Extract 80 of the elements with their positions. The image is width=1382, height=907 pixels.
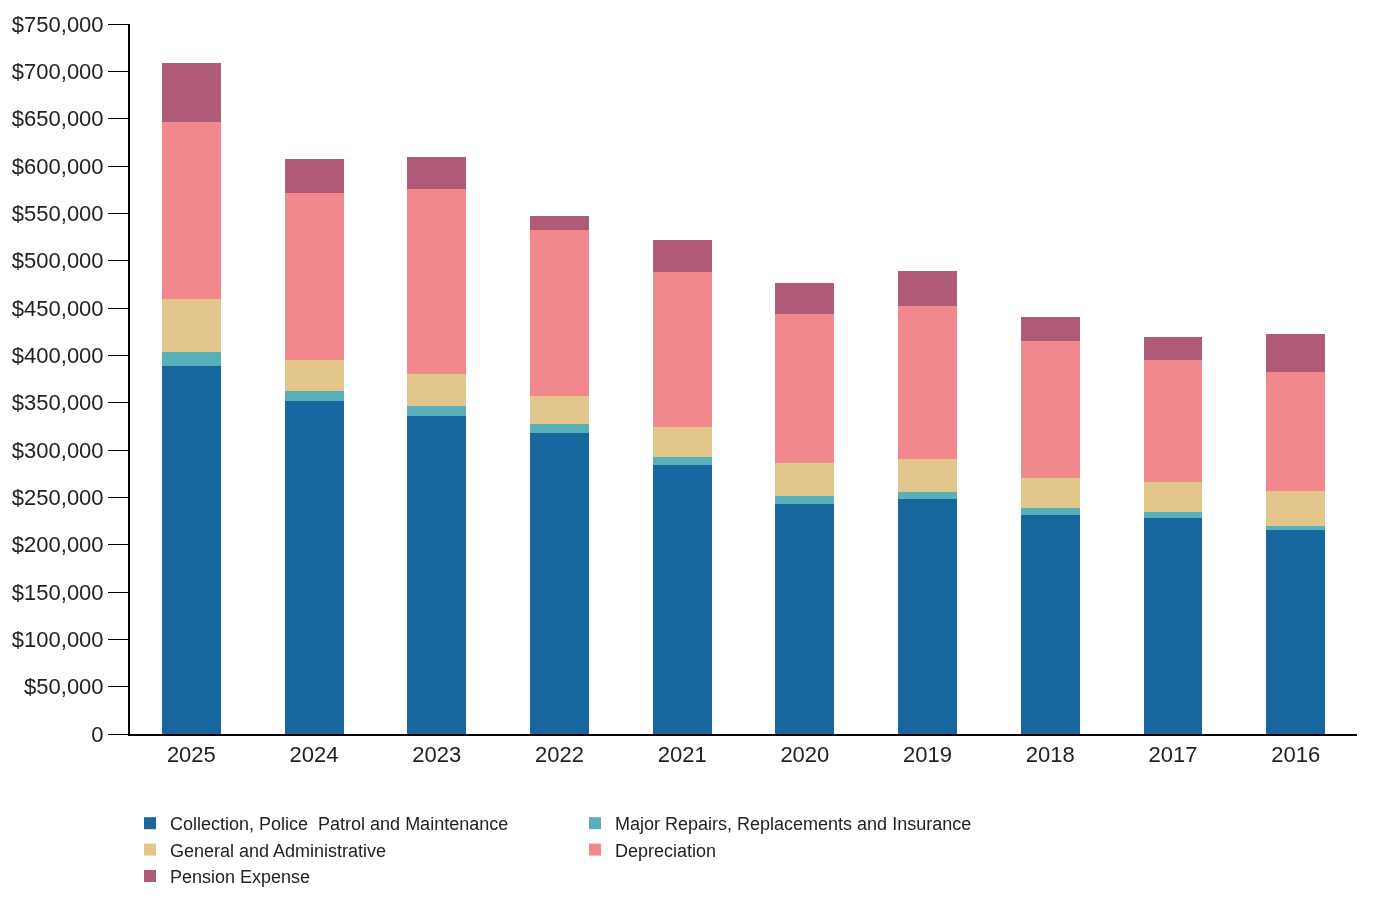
y-tick-label: $150,000 — [11, 579, 104, 605]
y-tick-label: $550,000 — [11, 201, 104, 227]
bar — [284, 159, 344, 193]
y-tick-label: $300,000 — [11, 437, 104, 463]
legend-label: Collection, Police Patrol and Maintenance — [170, 814, 509, 835]
bar — [1020, 478, 1080, 508]
bar — [284, 360, 344, 392]
x-tick-label: 2025 — [166, 742, 216, 768]
x-tick-label: 2017 — [1148, 742, 1198, 768]
bar — [775, 283, 835, 314]
y-tick-label: $400,000 — [11, 343, 104, 369]
bar — [161, 121, 221, 299]
bar — [775, 463, 835, 497]
y-tick-label: $350,000 — [11, 390, 104, 416]
bar — [652, 427, 712, 457]
legend-label: Major Repairs, Replacements and Insurance — [615, 814, 972, 835]
bar — [1266, 333, 1326, 373]
bar — [1020, 507, 1080, 516]
bar — [1266, 372, 1326, 491]
bar — [775, 313, 835, 464]
bar — [775, 503, 835, 734]
y-tick-label: $500,000 — [11, 248, 104, 274]
x-tick-label: 2021 — [657, 742, 707, 768]
bar — [407, 405, 467, 416]
y-tick-label: $700,000 — [11, 59, 104, 85]
x-tick-label: 2019 — [903, 742, 953, 768]
bar — [284, 400, 344, 734]
x-tick-label: 2023 — [412, 742, 462, 768]
bar — [898, 491, 957, 500]
x-tick-label: 2018 — [1025, 742, 1075, 768]
bar — [530, 396, 589, 425]
bar — [652, 272, 712, 428]
legend-label: Depreciation — [615, 840, 717, 861]
y-tick-label: $200,000 — [11, 532, 104, 558]
x-tick-label: 2022 — [534, 742, 584, 768]
x-tick-label: 2016 — [1271, 742, 1321, 768]
bar — [1266, 490, 1326, 526]
bar — [1020, 341, 1080, 479]
bar — [775, 496, 835, 504]
bar — [1020, 317, 1080, 342]
bar — [284, 391, 344, 401]
bar — [1266, 529, 1326, 734]
bar — [530, 216, 589, 231]
x-tick-label: 2024 — [289, 742, 339, 768]
bar — [284, 192, 344, 361]
bar — [161, 365, 221, 734]
bar — [1143, 482, 1203, 512]
bar — [898, 271, 957, 307]
x-tick-label: 2020 — [780, 742, 830, 768]
bar — [407, 156, 467, 189]
y-tick-label: 0 — [91, 721, 104, 747]
bar — [1143, 360, 1203, 483]
bar — [898, 499, 957, 734]
bar — [652, 456, 712, 466]
bar — [1020, 515, 1080, 734]
bar — [652, 239, 712, 273]
y-tick-label: $50,000 — [24, 674, 104, 700]
bar — [407, 188, 467, 375]
y-tick-label: $650,000 — [11, 106, 104, 132]
bar — [1266, 525, 1326, 530]
bar — [652, 465, 712, 734]
y-tick-label: $750,000 — [11, 11, 104, 37]
y-tick-label: $100,000 — [11, 627, 104, 653]
bar — [161, 298, 221, 353]
bar — [530, 424, 589, 433]
legend-label: General and Administrative — [170, 840, 387, 861]
y-tick-label: $250,000 — [11, 485, 104, 511]
y-tick-label: $600,000 — [11, 153, 104, 179]
bar — [898, 459, 957, 492]
bar — [898, 306, 957, 460]
bar — [1143, 518, 1203, 734]
bar — [161, 352, 221, 366]
legend-label: Pension Expense — [170, 867, 311, 888]
bar — [407, 415, 467, 734]
bar — [161, 62, 221, 122]
y-tick-label: $450,000 — [11, 295, 104, 321]
bar — [407, 374, 467, 406]
bar — [530, 432, 589, 734]
bar — [530, 230, 589, 397]
bar — [1143, 337, 1203, 361]
